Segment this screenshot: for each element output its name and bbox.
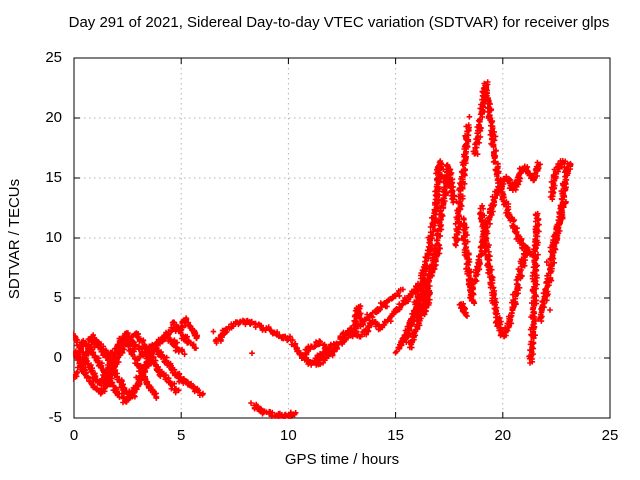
x-tick-label: 5 [177, 427, 186, 444]
scatter-markers [73, 79, 574, 419]
y-tick-label: 0 [53, 349, 62, 366]
x-tick-label: 0 [69, 427, 79, 444]
y-tick-label: -5 [48, 409, 62, 426]
y-tick-label: 10 [45, 229, 62, 246]
chart-title: Day 291 of 2021, Sidereal Day-to-day VTE… [68, 14, 610, 31]
x-tick-label: 25 [601, 427, 619, 444]
y-tick-label: 20 [45, 109, 62, 126]
x-axis-label: GPS time / hours [284, 451, 400, 468]
y-tick-label: 15 [45, 169, 62, 186]
y-tick-label: 25 [45, 49, 62, 66]
x-tick-label: 15 [387, 427, 404, 444]
x-tick-label: 10 [280, 427, 297, 444]
y-tick-label: 5 [53, 289, 62, 306]
x-tick-label: 20 [494, 427, 512, 444]
